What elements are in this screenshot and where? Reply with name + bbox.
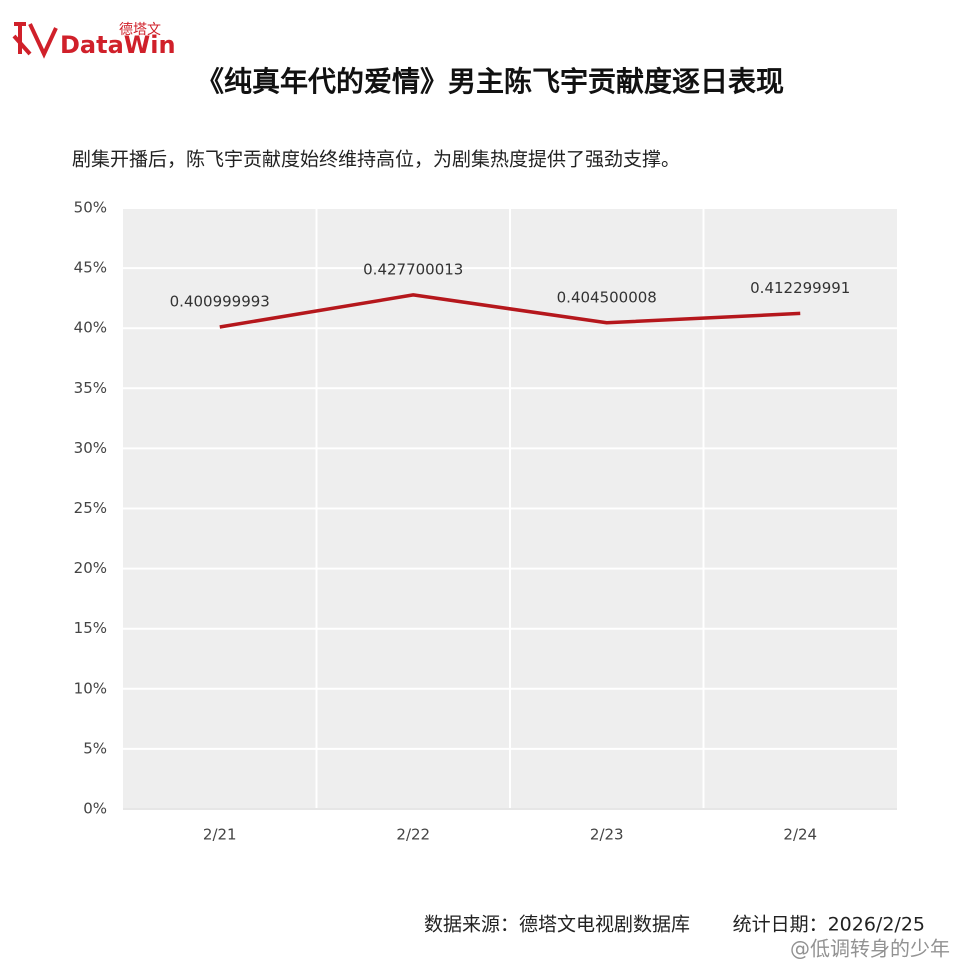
plot-layer: 0% 5% 10% 15% 20% 25% 30% 35% 40% 45% 50% 2/21 0.400… bbox=[74, 199, 897, 844]
y-tick-label: 25% bbox=[74, 499, 107, 517]
y-tick-label: 45% bbox=[74, 259, 107, 277]
y-tick-label: 15% bbox=[74, 619, 107, 637]
y-tick-label: 20% bbox=[74, 559, 107, 577]
y-tick-label: 0% bbox=[83, 800, 107, 818]
logo-brand-cn: 德塔文 bbox=[119, 22, 161, 38]
line-series bbox=[219, 293, 801, 329]
data-label: 0.427700013 bbox=[363, 260, 463, 278]
x-tick-label: 2/23 bbox=[590, 826, 624, 844]
x-tick-label: 2/21 bbox=[203, 826, 237, 844]
chart-subtitle: 剧集开播后，陈飞宇贡献度始终维持高位，为剧集热度提供了强劲支撑。 bbox=[72, 149, 680, 171]
logo-icon bbox=[12, 22, 58, 59]
data-label: 0.412299991 bbox=[750, 279, 850, 297]
footer-source: 数据来源：德塔文电视剧数据库 bbox=[424, 914, 690, 936]
data-label: 0.404500008 bbox=[557, 288, 657, 306]
y-tick-label: 35% bbox=[74, 379, 107, 397]
y-tick-label: 10% bbox=[74, 679, 107, 697]
footer-date: 统计日期：2026/2/25 bbox=[733, 914, 925, 936]
data-label: 0.400999993 bbox=[170, 292, 270, 310]
logo-brand: DataWin bbox=[60, 31, 176, 59]
y-tick-label: 50% bbox=[74, 199, 107, 217]
y-tick-label: 5% bbox=[83, 739, 107, 757]
y-tick-label: 30% bbox=[74, 439, 107, 457]
chart-title: 《纯真年代的爱情》男主陈飞宇贡献度逐日表现 bbox=[196, 65, 784, 98]
y-tick-label: 40% bbox=[74, 319, 107, 337]
watermark: @低调转身的少年 bbox=[790, 937, 950, 961]
x-tick-label: 2/24 bbox=[783, 826, 817, 844]
x-tick-label: 2/22 bbox=[396, 826, 430, 844]
